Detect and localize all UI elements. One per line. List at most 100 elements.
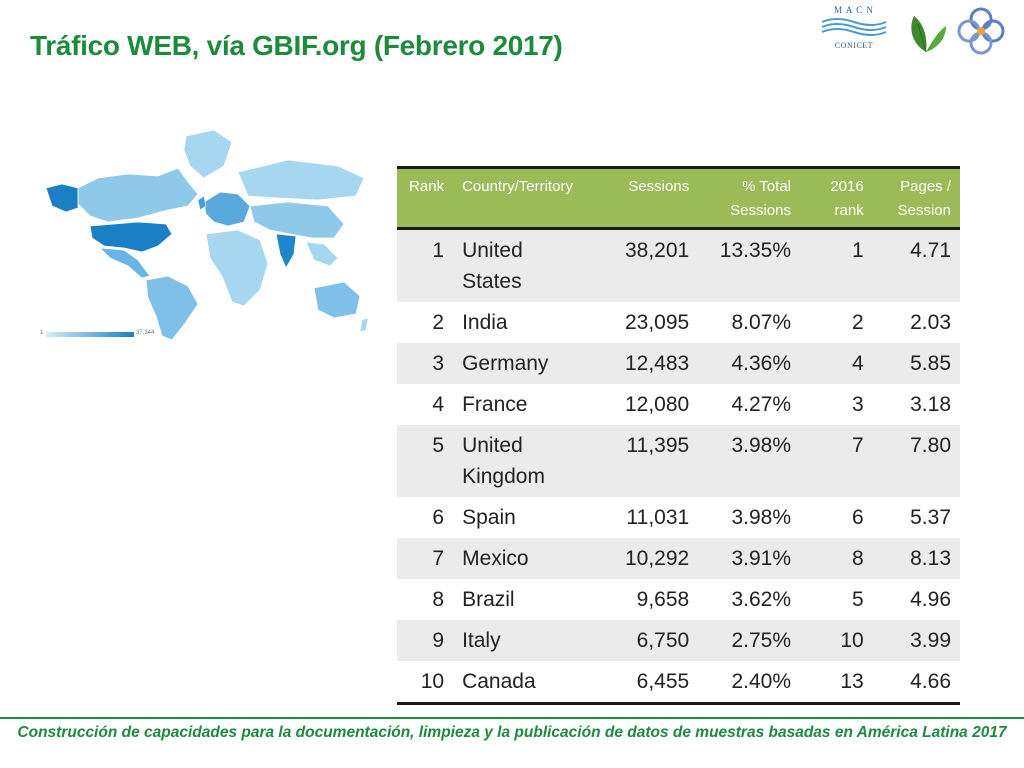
cell-sessions: 12,080 xyxy=(594,384,699,425)
cell-country: Canada xyxy=(453,661,595,705)
map-legend-max: 37,344 xyxy=(136,330,155,336)
macn-logo-text: M A C N xyxy=(834,5,874,15)
cell-rank-2016: 13 xyxy=(800,661,873,705)
cell-pct: 4.36% xyxy=(698,343,800,384)
cell-rank: 1 xyxy=(397,228,454,302)
europe-shape xyxy=(203,191,251,227)
header-pct-total-sessions: % Total Sessions xyxy=(698,166,800,230)
cell-rank: 2 xyxy=(397,302,454,343)
table-row: 9 Italy 6,750 2.75% 10 3.99 xyxy=(397,620,960,661)
cell-sessions: 11,031 xyxy=(594,497,699,538)
table-row: 10 Canada 6,455 2.40% 13 4.66 xyxy=(397,661,960,705)
cell-sessions: 12,483 xyxy=(594,343,699,384)
cell-rank: 10 xyxy=(397,661,454,705)
cell-rank-2016: 8 xyxy=(800,538,873,579)
cell-sessions: 11,395 xyxy=(594,425,699,497)
cell-pct: 3.98% xyxy=(698,497,800,538)
cell-sessions: 6,750 xyxy=(594,620,699,661)
cell-rank: 7 xyxy=(397,538,454,579)
cell-pages: 5.37 xyxy=(872,497,960,538)
cell-rank-2016: 7 xyxy=(800,425,873,497)
cell-pages: 4.66 xyxy=(872,661,960,705)
cell-pages: 7.80 xyxy=(872,425,960,497)
cell-country: Spain xyxy=(453,497,595,538)
cell-sessions: 10,292 xyxy=(594,538,699,579)
header-sessions: Sessions xyxy=(594,166,699,230)
nz-shape xyxy=(359,317,369,333)
cell-rank: 9 xyxy=(397,620,454,661)
traffic-table: Rank Country/Territory Sessions % Total … xyxy=(397,166,960,705)
cell-pct: 3.98% xyxy=(698,425,800,497)
footer-divider xyxy=(0,717,1024,719)
cell-rank-2016: 5 xyxy=(800,579,873,620)
cell-pages: 4.71 xyxy=(872,228,960,302)
india-shape xyxy=(275,233,297,269)
table-row: 3 Germany 12,483 4.36% 4 5.85 xyxy=(397,343,960,384)
cell-sessions: 9,658 xyxy=(594,579,699,620)
header-pages-per-session: Pages / Session xyxy=(872,166,960,230)
cell-rank: 3 xyxy=(397,343,454,384)
world-map-graphic xyxy=(45,129,369,341)
cell-pages: 3.99 xyxy=(872,620,960,661)
slide-footer: Construcción de capacidades para la docu… xyxy=(17,724,1007,741)
cell-pct: 4.27% xyxy=(698,384,800,425)
cell-country: United Kingdom xyxy=(453,425,595,497)
table-row: 8 Brazil 9,658 3.62% 5 4.96 xyxy=(397,579,960,620)
table-row: 7 Mexico 10,292 3.91% 8 8.13 xyxy=(397,538,960,579)
table-row: 4 France 12,080 4.27% 3 3.18 xyxy=(397,384,960,425)
cell-pct: 3.62% xyxy=(698,579,800,620)
leaf-logo-icon xyxy=(911,16,946,53)
macn-conicet-logo: M A C N CONICET xyxy=(821,5,887,50)
cell-country: Germany xyxy=(453,343,595,384)
cell-rank-2016: 10 xyxy=(800,620,873,661)
world-choropleth-map: 1 37,344 xyxy=(38,126,370,344)
cell-country: Brazil xyxy=(453,579,595,620)
cell-country: United States xyxy=(453,228,595,302)
cell-pages: 2.03 xyxy=(872,302,960,343)
header-rank: Rank xyxy=(397,166,454,230)
header-country: Country/Territory xyxy=(453,166,595,230)
cell-rank-2016: 2 xyxy=(800,302,873,343)
logo-group: M A C N CONICET xyxy=(816,2,1016,62)
map-legend-min: 1 xyxy=(40,330,44,336)
cell-rank: 5 xyxy=(397,425,454,497)
se-asia-shape xyxy=(305,241,339,267)
table-row: 1 United States 38,201 13.35% 1 4.71 xyxy=(397,228,960,302)
uk-shape xyxy=(197,195,207,211)
cell-sessions: 23,095 xyxy=(594,302,699,343)
cell-rank: 4 xyxy=(397,384,454,425)
cell-rank-2016: 3 xyxy=(800,384,873,425)
cell-pages: 4.96 xyxy=(872,579,960,620)
table-row: 6 Spain 11,031 3.98% 6 5.37 xyxy=(397,497,960,538)
australia-shape xyxy=(313,281,361,319)
asia-shape xyxy=(249,201,345,239)
africa-shape xyxy=(205,229,269,307)
cell-sessions: 6,455 xyxy=(594,661,699,705)
cell-rank-2016: 4 xyxy=(800,343,873,384)
alaska-shape xyxy=(45,183,79,213)
map-legend-bar xyxy=(46,332,134,337)
canada-shape xyxy=(77,167,199,223)
cell-country: Mexico xyxy=(453,538,595,579)
cell-sessions: 38,201 xyxy=(594,228,699,302)
rings-logo-icon xyxy=(957,7,1005,55)
cell-rank-2016: 6 xyxy=(800,497,873,538)
header-2016-rank: 2016 rank xyxy=(800,166,873,230)
cell-rank: 8 xyxy=(397,579,454,620)
cell-pct: 3.91% xyxy=(698,538,800,579)
cell-rank-2016: 1 xyxy=(800,228,873,302)
usa-shape xyxy=(89,221,173,253)
table-row: 2 India 23,095 8.07% 2 2.03 xyxy=(397,302,960,343)
russia-shape xyxy=(237,159,365,201)
mexico-shape xyxy=(98,247,151,279)
south-america-shape xyxy=(145,275,199,341)
cell-country: Italy xyxy=(453,620,595,661)
cell-rank: 6 xyxy=(397,497,454,538)
cell-country: India xyxy=(453,302,595,343)
cell-pages: 5.85 xyxy=(872,343,960,384)
cell-pct: 8.07% xyxy=(698,302,800,343)
cell-pct: 2.75% xyxy=(698,620,800,661)
cell-pct: 2.40% xyxy=(698,661,800,705)
greenland-shape xyxy=(183,129,233,179)
table-row: 5 United Kingdom 11,395 3.98% 7 7.80 xyxy=(397,425,960,497)
